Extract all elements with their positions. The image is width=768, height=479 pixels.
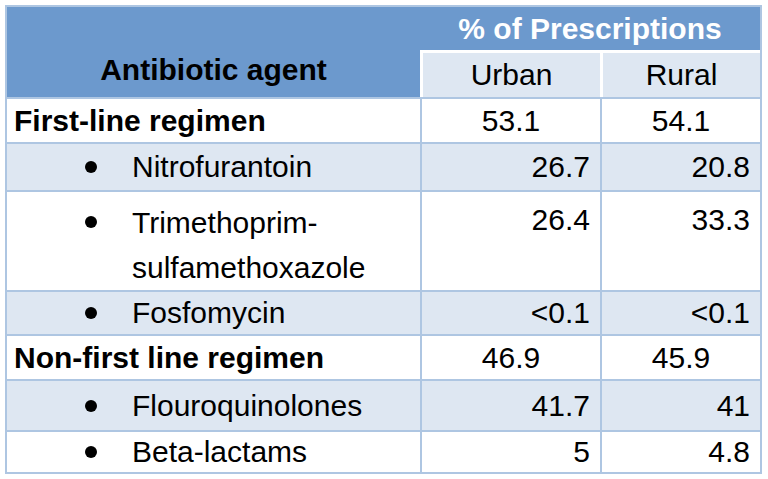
bullet-icon (85, 216, 97, 228)
value-urban-trimethoprim-sulfamethoxazole: 26.4 (420, 190, 600, 290)
column-header-rural: Rural (600, 50, 760, 97)
row-label-text: Flouroquinolones (132, 388, 362, 424)
value-urban-first-line-regimen: 53.1 (420, 97, 600, 142)
value-rural-nitrofurantoin: 20.8 (600, 142, 760, 190)
row-label-beta-lactams: Beta-lactams (7, 430, 420, 472)
row-label-nitrofurantoin: Nitrofurantoin (7, 142, 420, 190)
value-rural-flouroquinolones: 41 (600, 379, 760, 430)
value-urban-nitrofurantoin: 26.7 (420, 142, 600, 190)
row-label-flouroquinolones: Flouroquinolones (7, 379, 420, 430)
row-label-text: Nitrofurantoin (132, 149, 312, 185)
value-urban-fosfomycin: <0.1 (420, 290, 600, 334)
value-urban-flouroquinolones: 41.7 (420, 379, 600, 430)
row-label-text: Fosfomycin (132, 295, 285, 331)
row-label-non-first-line-regimen: Non-first line regimen (7, 334, 420, 379)
column-group-header-percent-of-prescriptions: % of Prescriptions (420, 7, 760, 50)
column-header-urban: Urban (420, 50, 600, 97)
bullet-icon (85, 446, 97, 458)
bullet-icon (85, 161, 97, 173)
value-rural-first-line-regimen: 54.1 (600, 97, 760, 142)
value-rural-fosfomycin: <0.1 (600, 290, 760, 334)
row-label-text: Trimethoprim-sulfamethoxazole (132, 200, 420, 290)
value-urban-non-first-line-regimen: 46.9 (420, 334, 600, 379)
row-label-first-line-regimen: First-line regimen (7, 97, 420, 142)
antibiotic-prescriptions-table: Antibiotic agent % of Prescriptions Urba… (5, 5, 762, 474)
prescriptions-table-screenshot: Antibiotic agent % of Prescriptions Urba… (0, 0, 768, 479)
bullet-icon (85, 307, 97, 319)
value-urban-beta-lactams: 5 (420, 430, 600, 472)
column-header-antibiotic-agent: Antibiotic agent (7, 7, 420, 97)
bullet-icon (85, 400, 97, 412)
row-label-text: Beta-lactams (132, 434, 307, 470)
value-rural-non-first-line-regimen: 45.9 (600, 334, 760, 379)
value-rural-beta-lactams: 4.8 (600, 430, 760, 472)
value-rural-trimethoprim-sulfamethoxazole: 33.3 (600, 190, 760, 290)
row-label-trimethoprim-sulfamethoxazole: Trimethoprim-sulfamethoxazole (7, 190, 420, 290)
row-label-fosfomycin: Fosfomycin (7, 290, 420, 334)
